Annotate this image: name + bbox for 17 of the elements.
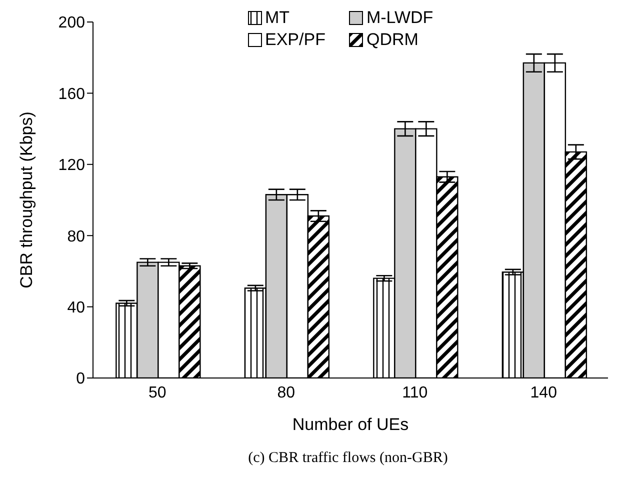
text: (c) CBR traffic flows (non-GBR) [247, 450, 449, 467]
y-tick-label: 160 [58, 86, 86, 103]
y-tick-label: 0 [76, 370, 86, 388]
legend-label: MT [265, 8, 290, 28]
y-tick-label: 40 [67, 299, 86, 316]
x-tick-label: 80 [277, 384, 296, 402]
y-tick-label: 200 [58, 14, 86, 32]
y-tick-label: 120 [58, 157, 86, 174]
legend-label: QDRM [366, 30, 418, 50]
x-tick-label: 140 [530, 384, 558, 402]
y-tick-label: 80 [67, 228, 86, 246]
x-axis-title: Number of UEs [292, 415, 409, 434]
legend-label: EXP/PF [265, 30, 326, 50]
y-axis-title: CBR throughput (Kbps) [17, 112, 36, 288]
x-tick-label: 50 [148, 384, 166, 402]
legend-label: M-LWDF [366, 8, 434, 28]
x-tick-label: 110 [402, 384, 428, 402]
